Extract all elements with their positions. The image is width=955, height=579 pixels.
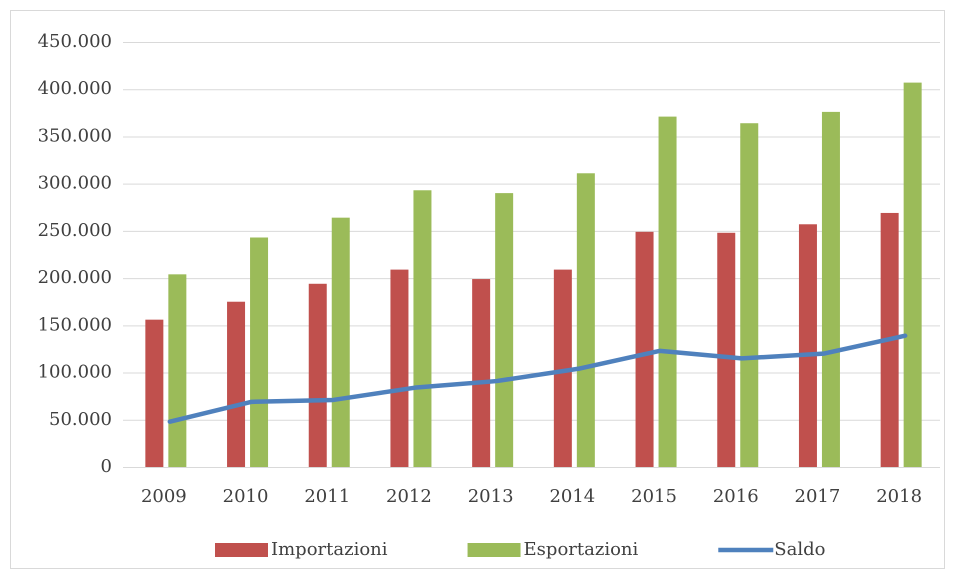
x-tick-label: 2015 xyxy=(631,486,677,507)
y-tick-label: 400.000 xyxy=(38,78,112,99)
x-tick-label: 2010 xyxy=(223,486,269,507)
bar xyxy=(576,173,595,467)
legend-swatch xyxy=(467,543,521,557)
legend-swatch xyxy=(215,543,268,557)
bar xyxy=(227,301,246,467)
bar xyxy=(821,111,840,467)
legend-label: Importazioni xyxy=(271,539,388,560)
bar xyxy=(413,190,432,467)
bar xyxy=(635,231,654,467)
bar xyxy=(553,269,572,467)
bar xyxy=(495,193,514,467)
x-tick-label: 2016 xyxy=(713,486,759,507)
bar xyxy=(331,217,350,467)
line xyxy=(167,333,908,424)
y-tick-label: 100.000 xyxy=(38,362,112,383)
y-tick-label: 450.000 xyxy=(38,31,112,52)
y-tick-label: 350.000 xyxy=(38,125,112,146)
x-tick-label: 2017 xyxy=(795,486,841,507)
x-tick-label: 2014 xyxy=(549,486,595,507)
x-tick-label: 2018 xyxy=(876,486,922,507)
legend-label: Saldo xyxy=(774,539,825,560)
x-tick-label: 2011 xyxy=(304,486,350,507)
bar xyxy=(168,274,187,467)
bar xyxy=(740,123,759,467)
y-tick-label: 0 xyxy=(101,456,112,477)
bar xyxy=(658,116,677,467)
bar xyxy=(308,283,327,467)
bar xyxy=(903,82,922,467)
x-tick-label: 2013 xyxy=(468,486,514,507)
bar xyxy=(145,319,164,467)
y-tick-label: 250.000 xyxy=(38,220,112,241)
y-tick-label: 50.000 xyxy=(49,409,112,430)
bar xyxy=(472,279,491,467)
bar xyxy=(717,232,736,467)
bar xyxy=(250,237,269,467)
bar xyxy=(390,269,409,467)
legend-label: Esportazioni xyxy=(524,539,639,560)
x-tick-label: 2012 xyxy=(386,486,432,507)
bar xyxy=(798,224,817,467)
y-tick-label: 150.000 xyxy=(38,314,112,335)
y-tick-label: 300.000 xyxy=(38,173,112,194)
x-tick-label: 2009 xyxy=(141,486,187,507)
y-tick-label: 200.000 xyxy=(38,267,112,288)
